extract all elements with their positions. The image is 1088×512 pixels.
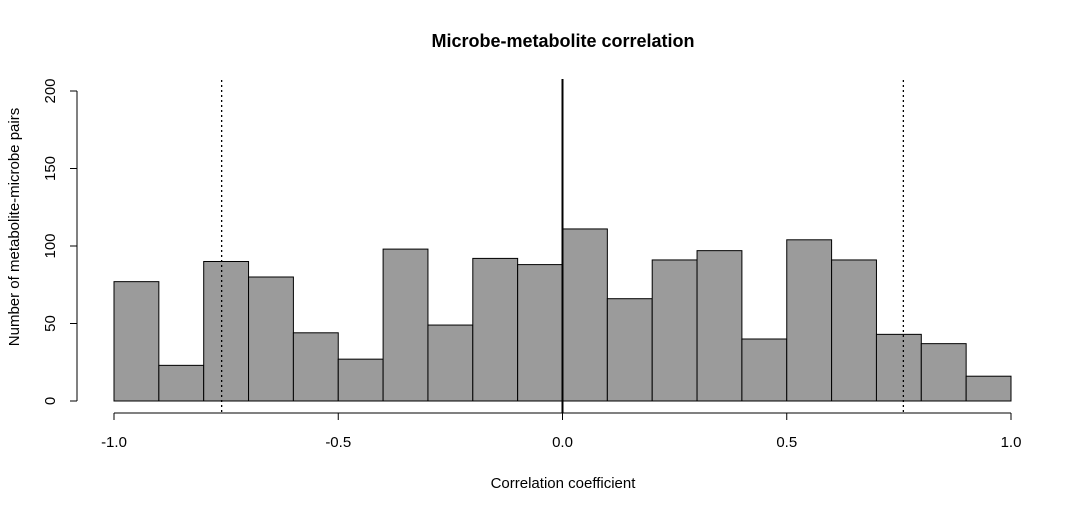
- histogram-bar: [248, 276, 294, 402]
- y-tick-label: 200: [42, 78, 59, 103]
- x-axis: -1.0 -0.5 0.0 0.5 1.0: [101, 412, 1022, 451]
- histogram-bar: [382, 248, 429, 402]
- histogram-bar: [158, 364, 205, 402]
- histogram-bar: [517, 264, 564, 402]
- histogram-bar: [875, 333, 922, 402]
- histogram-bar: [651, 259, 698, 402]
- histogram-bar: [696, 250, 743, 402]
- histogram-bar: [562, 228, 608, 402]
- x-tick-label: 1.0: [1001, 434, 1022, 451]
- histogram-bar: [920, 343, 967, 402]
- y-axis-label: Number of metabolite-microbe pairs: [6, 108, 23, 346]
- x-tick-label: 0.5: [776, 434, 797, 451]
- x-tick-label: -1.0: [101, 434, 127, 451]
- y-axis: 0 50 100 150 200: [42, 78, 78, 405]
- x-axis-label: Correlation coefficient: [491, 475, 637, 492]
- histogram-bar: [741, 338, 788, 402]
- histogram-bar: [965, 375, 1012, 402]
- histogram-bar: [606, 298, 653, 402]
- histogram-bar: [203, 261, 250, 402]
- reference-lines-group: [220, 79, 905, 413]
- y-tick-label: 0: [42, 397, 59, 405]
- histogram-bar: [113, 281, 160, 402]
- bars-group: [113, 228, 1012, 402]
- chart-title: Microbe-metabolite correlation: [431, 31, 694, 51]
- histogram-bar: [786, 239, 833, 402]
- y-tick-label: 50: [42, 315, 59, 332]
- x-tick-label: -0.5: [325, 434, 351, 451]
- y-tick-label: 100: [42, 233, 59, 258]
- y-tick-label: 150: [42, 156, 59, 181]
- histogram-bar: [337, 358, 384, 402]
- histogram-bar: [831, 259, 877, 402]
- histogram-bar: [472, 257, 519, 402]
- x-tick-label: 0.0: [552, 434, 573, 451]
- histogram-bar: [292, 332, 339, 402]
- histogram-bar: [427, 324, 474, 402]
